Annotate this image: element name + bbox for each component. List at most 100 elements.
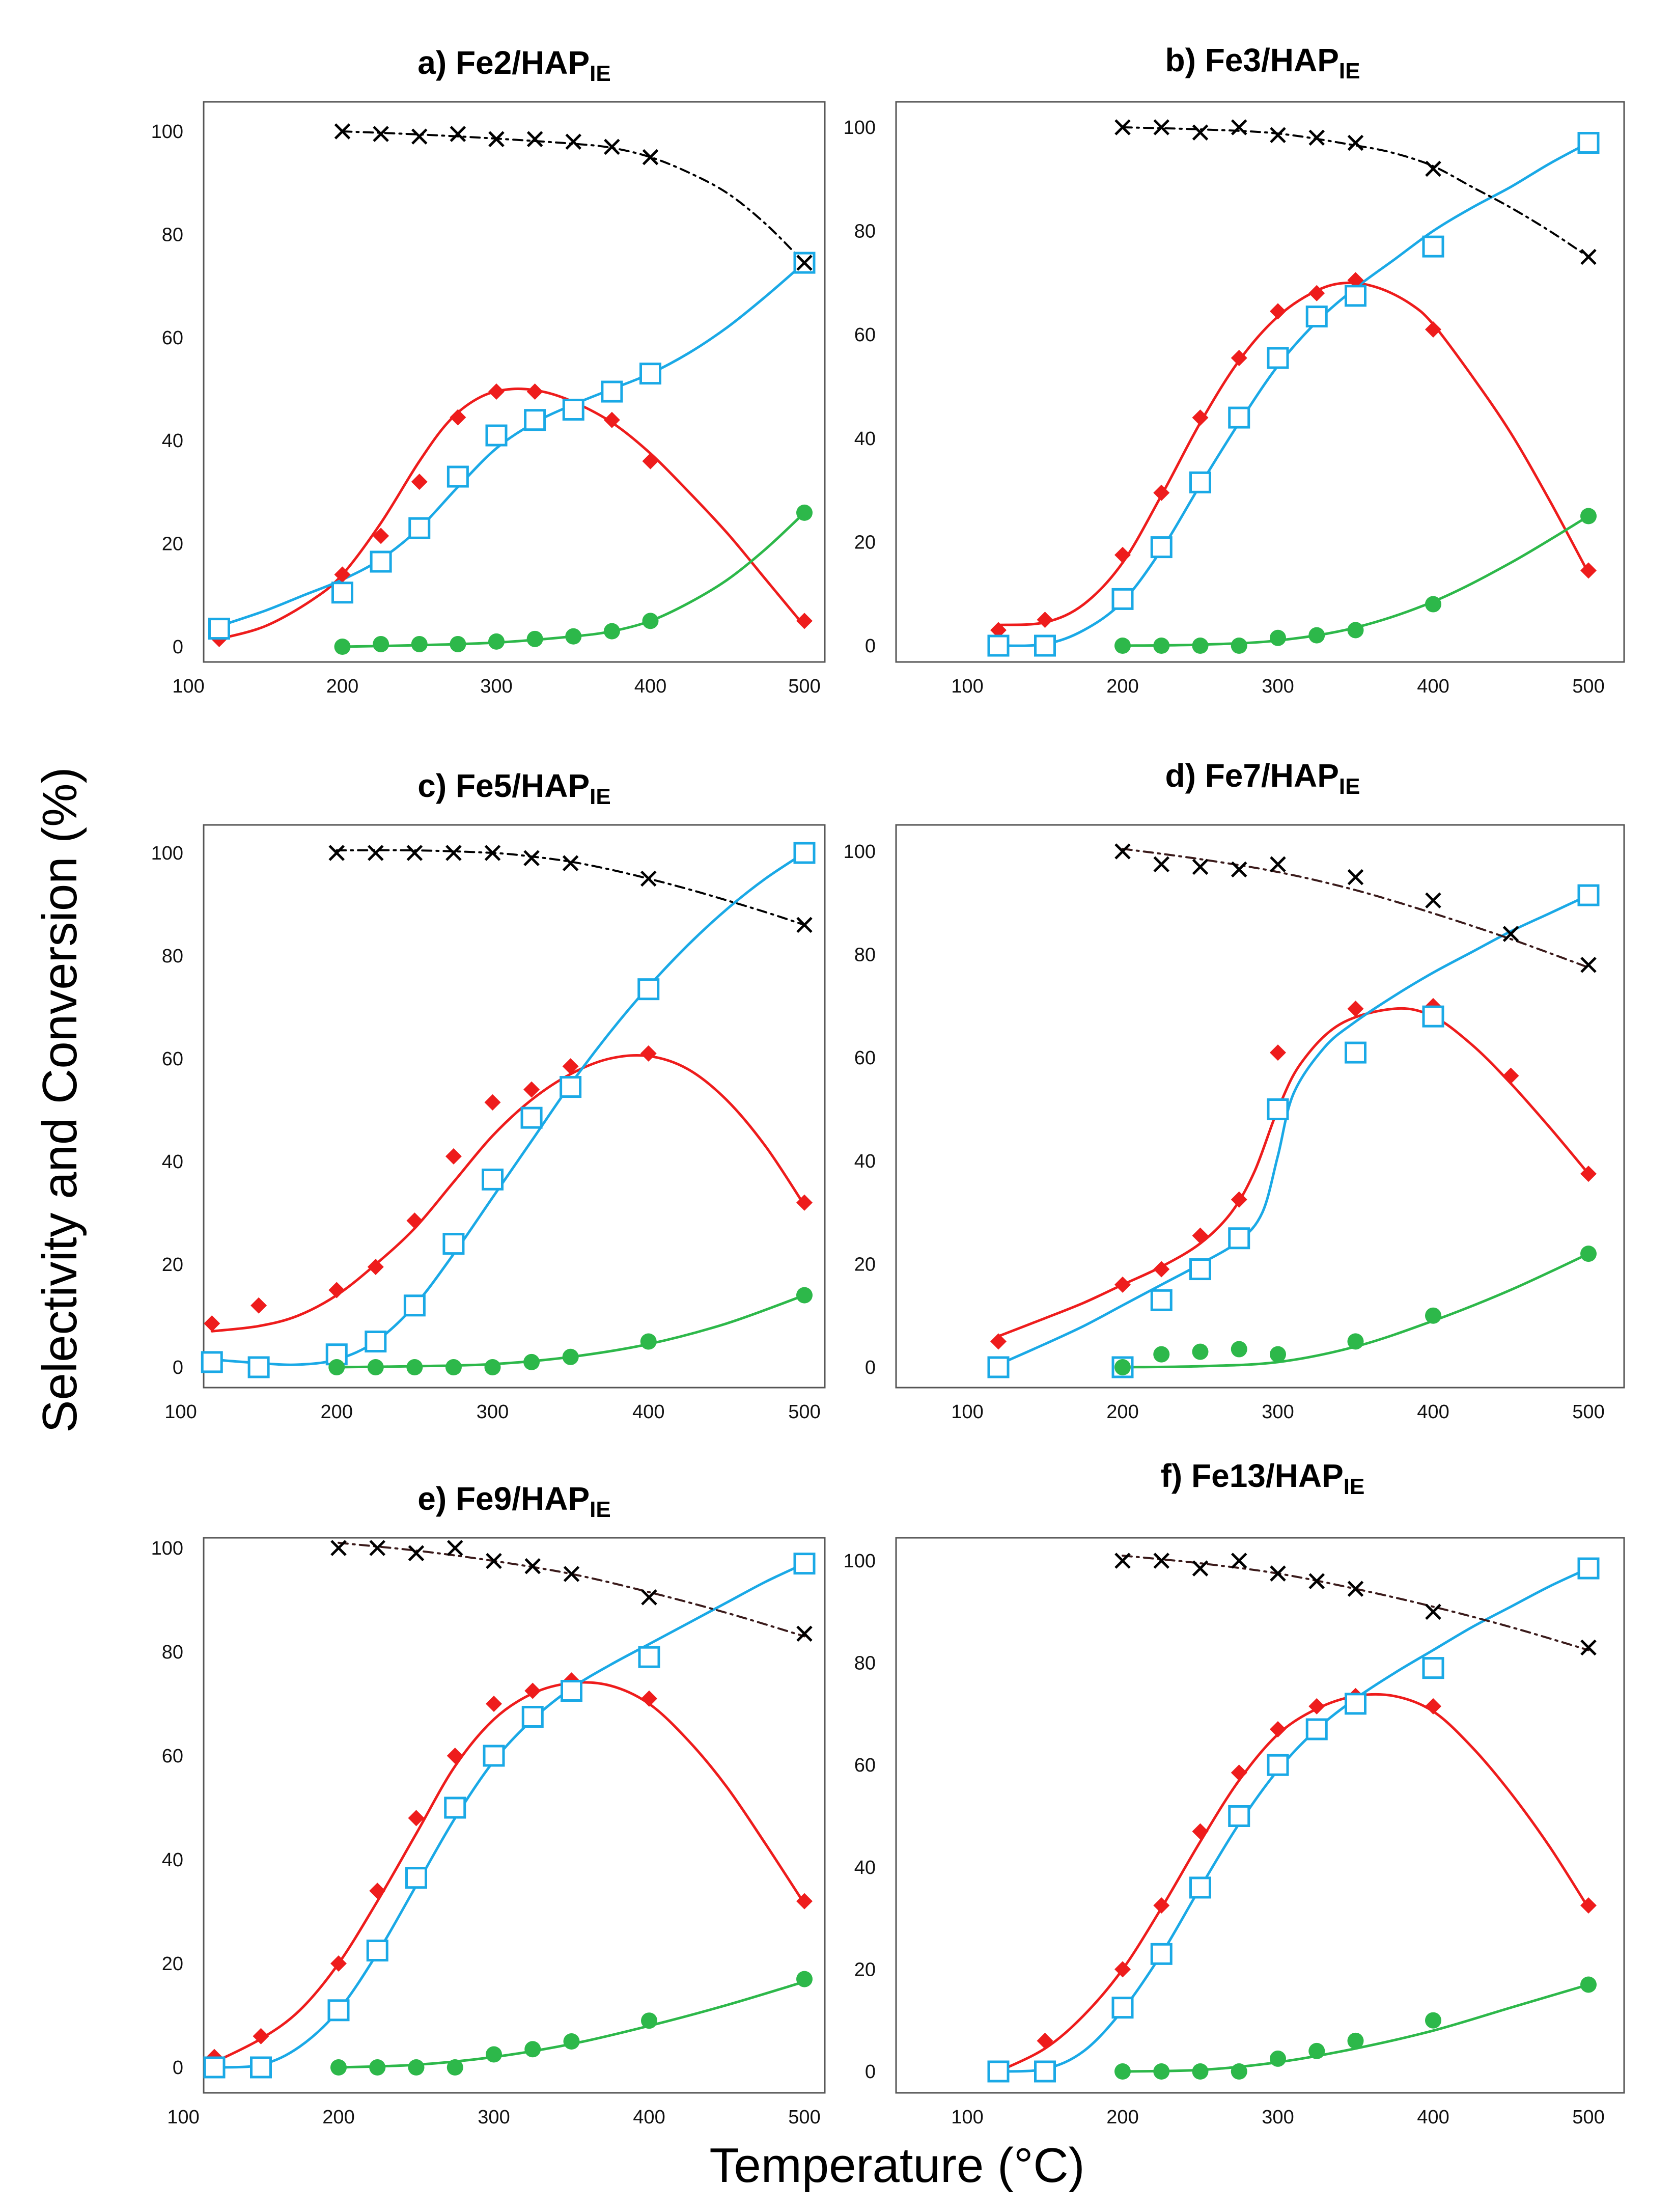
data-point-green-circle [1347,1333,1364,1350]
data-point-blue-square [201,1351,223,1373]
data-point-black-x [334,123,351,140]
data-point-green-circle [1580,508,1597,524]
data-point-green-circle [1580,1246,1597,1262]
data-point-black-x [1347,134,1364,151]
panel-title-subscript: IE [1339,59,1360,84]
data-point-black-x [1580,957,1597,973]
axis-ticks: 0 20 40 60 80 100 100 200 300 400 500 [844,117,1605,697]
data-point-green-circle [1114,2063,1131,2080]
y-tick-label: 80 [854,1653,876,1674]
data-point-green-circle [445,1359,462,1375]
y-tick-label: 40 [854,428,876,450]
data-point-red-diamond [990,622,1007,639]
data-point-blue-square [1111,588,1134,610]
panel-title-main: Fe5/HAP [456,767,590,804]
data-point-green-circle [330,2059,347,2076]
x-tick-label: 500 [1572,2107,1604,2128]
x-tick-label: 400 [1417,2107,1449,2128]
data-point-green-circle [565,628,582,645]
data-point-black-x [1231,1553,1247,1569]
data-point-red-diamond [488,383,505,400]
x-tick-label: 200 [326,676,358,697]
data-point-blue-square [1034,2060,1056,2083]
data-point-red-diamond [796,1893,813,1910]
panel-title: b) Fe3/HAPIE [1165,42,1360,84]
fit-line-black-x [336,849,805,926]
y-tick-label: 100 [844,117,876,139]
panel-title-main: Fe13/HAP [1191,1457,1344,1494]
data-point-blue-square [1422,1657,1444,1679]
panel-title-main: Fe3/HAP [1205,42,1339,78]
x-tick-label: 100 [951,676,983,697]
data-point-blue-square [639,363,661,385]
data-point-green-circle [447,2059,463,2076]
data-point-green-circle [328,1359,345,1375]
data-point-red-diamond [641,1690,657,1707]
y-tick-label: 20 [854,1959,876,1980]
panel-title-subscript: IE [590,61,611,86]
data-point-black-x [373,126,389,142]
x-tick-label: 100 [951,1401,983,1423]
x-tick-label: 200 [321,1401,353,1423]
data-point-black-x [565,133,582,150]
panel-label: b) [1165,42,1205,78]
data-point-green-circle [367,1359,384,1375]
data-point-green-circle [796,504,813,521]
data-point-green-circle [406,1359,423,1375]
data-point-green-circle [563,2033,580,2050]
data-point-blue-square [1577,1557,1600,1580]
data-point-black-x [445,845,462,861]
panel-e: e) Fe9/HAPIE 0 20 40 60 80 100 100 200 300 400 500 [151,1480,826,2128]
data-point-black-x [330,1540,347,1556]
data-point-blue-square [1305,1718,1328,1740]
data-point-red-diamond [1192,1227,1209,1244]
data-point-black-x [562,855,579,871]
x-tick-label: 100 [164,1401,197,1423]
data-point-green-circle [796,1287,813,1304]
y-tick-label: 20 [854,532,876,553]
x-tick-label: 400 [633,2107,665,2128]
data-point-black-x [1231,119,1247,135]
data-point-green-circle [796,1971,813,1987]
data-point-green-circle [1114,1359,1131,1375]
data-point-green-circle [640,1333,657,1350]
data-point-green-circle [450,635,466,652]
data-point-red-diamond [524,1682,541,1699]
data-point-blue-square [521,1706,544,1728]
x-tick-label: 500 [788,676,820,697]
plot-frame [203,824,826,1389]
data-point-red-diamond [330,1955,347,1972]
data-markers [987,1553,1600,2083]
y-tick-label: 60 [854,324,876,346]
y-tick-label: 80 [162,946,183,967]
data-point-red-diamond [523,1081,540,1098]
plot-frame [203,101,826,663]
panel-title: c) Fe5/HAPIE [417,767,610,809]
data-point-red-diamond [1114,1961,1131,1978]
y-tick-label: 100 [151,121,183,143]
y-tick-label: 0 [865,635,876,657]
data-point-black-x [563,1566,580,1582]
data-point-red-diamond [562,1058,579,1075]
data-point-blue-square [1111,1997,1134,2019]
data-point-red-diamond [369,1883,386,1899]
data-point-blue-square [370,550,392,573]
data-point-red-diamond [447,1748,463,1764]
data-point-black-x [1231,861,1247,878]
data-point-black-x [1270,1565,1286,1582]
x-tick-label: 200 [1106,676,1138,697]
data-point-blue-square [987,634,1010,657]
data-point-blue-square [1150,1943,1173,1965]
data-point-blue-square [1305,306,1328,328]
y-tick-label: 40 [854,1151,876,1172]
data-point-black-x [406,845,423,861]
axis-ticks: 0 20 40 60 80 100 100 200 300 400 500 [151,843,821,1423]
x-tick-label: 100 [951,2107,983,2128]
data-point-blue-square [331,582,353,604]
data-point-red-diamond [642,453,659,469]
data-point-green-circle [1270,629,1286,646]
data-point-red-diamond [411,474,428,490]
y-tick-label: 20 [162,534,183,555]
x-tick-label: 400 [634,676,666,697]
